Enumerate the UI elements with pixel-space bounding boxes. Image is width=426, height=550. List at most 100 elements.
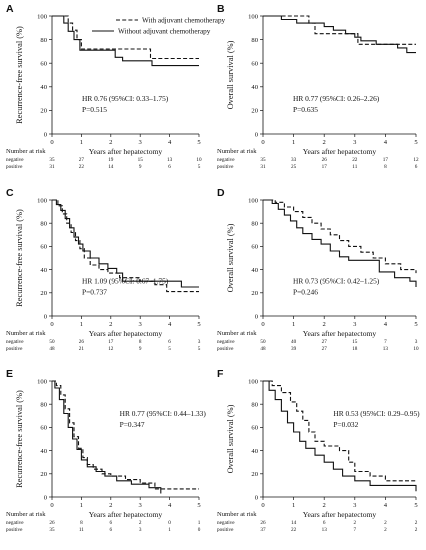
risk-count-negative: 8 [139, 339, 142, 345]
y-axis-label: Overall survival (%) [226, 40, 235, 109]
panel-d: D 0 20 40 60 80 100 0 1 2 3 4 5 Overall survival (%) H… [217, 187, 419, 352]
y-tick-label: 40 [251, 84, 258, 91]
risk-row-positive-label: positive [6, 527, 23, 533]
x-tick-label: 5 [414, 321, 418, 328]
risk-count-positive: 2 [384, 527, 387, 533]
risk-count-positive: 6 [110, 527, 113, 533]
legend: With adjuvant chemotherapy Without adjuva… [92, 17, 226, 36]
y-tick-label: 80 [40, 402, 47, 409]
y-tick-label: 0 [44, 313, 48, 320]
panel-letter: A [6, 3, 14, 15]
x-tick-label: 5 [197, 502, 201, 509]
risk-count-negative: 27 [79, 157, 85, 163]
y-axis-label: Recurrence-free survival (%) [15, 26, 24, 124]
risk-count-positive: 22 [291, 527, 297, 533]
y-tick-label: 20 [251, 471, 258, 478]
risk-count-positive: 11 [79, 527, 84, 533]
risk-count-negative: 27 [322, 339, 328, 345]
risk-count-negative: 17 [108, 339, 114, 345]
y-tick-label: 0 [44, 494, 48, 501]
y-tick-label: 40 [251, 448, 258, 455]
risk-count-positive: 17 [322, 164, 328, 170]
risk-count-negative: 22 [352, 157, 358, 163]
y-tick-label: 60 [40, 425, 47, 432]
x-tick-label: 4 [168, 502, 172, 509]
series-without-chemo [52, 380, 162, 494]
x-axis-label: Years after hepatectomy [89, 329, 163, 338]
risk-count-negative: 26 [322, 157, 328, 163]
risk-count-positive: 13 [383, 346, 389, 352]
x-tick-label: 0 [50, 321, 54, 328]
risk-count-negative: 2 [415, 520, 418, 526]
x-tick-label: 1 [80, 502, 83, 509]
series-with-chemo [52, 199, 199, 293]
risk-count-positive: 1 [168, 527, 171, 533]
risk-count-negative: 6 [110, 520, 113, 526]
series-with-chemo [52, 15, 199, 60]
x-tick-label: 0 [261, 321, 265, 328]
legend-label-without-chemo: Without adjuvant chemotherapy [118, 28, 211, 36]
y-tick-label: 100 [248, 378, 259, 385]
risk-count-positive: 9 [139, 346, 142, 352]
y-tick-label: 0 [255, 313, 259, 320]
series-with-chemo [263, 380, 416, 482]
x-tick-label: 4 [168, 321, 172, 328]
risk-count-negative: 6 [168, 339, 171, 345]
x-tick-label: 4 [384, 502, 388, 509]
number-at-risk-label: Number at risk [6, 148, 46, 155]
risk-count-positive: 7 [354, 527, 357, 533]
risk-count-negative: 17 [383, 157, 389, 163]
risk-count-positive: 18 [352, 346, 358, 352]
x-axis-label: Years after hepatectomy [303, 510, 377, 519]
risk-row-negative-label: negative [6, 520, 24, 526]
risk-count-negative: 10 [196, 157, 202, 163]
risk-count-negative: 2 [354, 520, 357, 526]
y-tick-label: 60 [251, 61, 258, 68]
risk-count-negative: 8 [80, 520, 83, 526]
risk-count-positive: 48 [49, 346, 55, 352]
risk-count-positive: 10 [413, 346, 419, 352]
y-tick-label: 0 [44, 131, 48, 138]
risk-count-positive: 3 [139, 527, 142, 533]
x-tick-label: 1 [292, 502, 295, 509]
number-at-risk-label: Number at risk [217, 511, 257, 518]
risk-count-positive: 37 [260, 527, 266, 533]
number-at-risk-label: Number at risk [6, 330, 46, 337]
hazard-ratio-text: HR 1.09 (95%CI: 0.67–1.75) [82, 277, 169, 286]
panel-f: F 0 20 40 60 80 100 0 1 2 3 4 5 Overall survival (%) H… [217, 368, 420, 533]
y-tick-label: 100 [248, 13, 259, 20]
x-tick-label: 3 [353, 321, 357, 328]
y-tick-label: 100 [37, 13, 48, 20]
risk-count-negative: 26 [49, 520, 55, 526]
risk-count-negative: 26 [260, 520, 266, 526]
risk-count-negative: 2 [384, 520, 387, 526]
p-value-text: P=0.737 [82, 288, 107, 297]
y-axis-label: Overall survival (%) [226, 404, 235, 473]
risk-count-positive: 25 [291, 164, 297, 170]
y-tick-label: 80 [251, 402, 258, 409]
risk-count-negative: 26 [79, 339, 85, 345]
risk-count-negative: 3 [198, 339, 201, 345]
panel-letter: B [217, 3, 225, 15]
risk-count-positive: 6 [415, 164, 418, 170]
hazard-ratio-text: HR 0.76 (95%CI: 0.33–1.75) [82, 94, 169, 103]
risk-count-negative: 1 [198, 520, 201, 526]
x-tick-label: 5 [197, 139, 201, 146]
x-tick-label: 5 [197, 321, 201, 328]
risk-count-positive: 5 [198, 346, 201, 352]
y-tick-label: 100 [37, 197, 48, 204]
risk-count-negative: 33 [291, 157, 297, 163]
p-value-text: P=0.347 [120, 420, 145, 429]
y-axis-label: Recurrence-free survival (%) [15, 209, 24, 307]
hazard-ratio-text: HR 0.77 (95%CI: 0.26–2.26) [293, 94, 380, 103]
risk-count-positive: 12 [108, 346, 114, 352]
y-tick-label: 40 [251, 267, 258, 274]
risk-count-positive: 21 [79, 346, 85, 352]
y-tick-label: 20 [251, 290, 258, 297]
risk-count-positive: 35 [49, 527, 55, 533]
risk-count-negative: 13 [167, 157, 173, 163]
series-without-chemo [52, 199, 199, 288]
risk-count-negative: 19 [108, 157, 114, 163]
